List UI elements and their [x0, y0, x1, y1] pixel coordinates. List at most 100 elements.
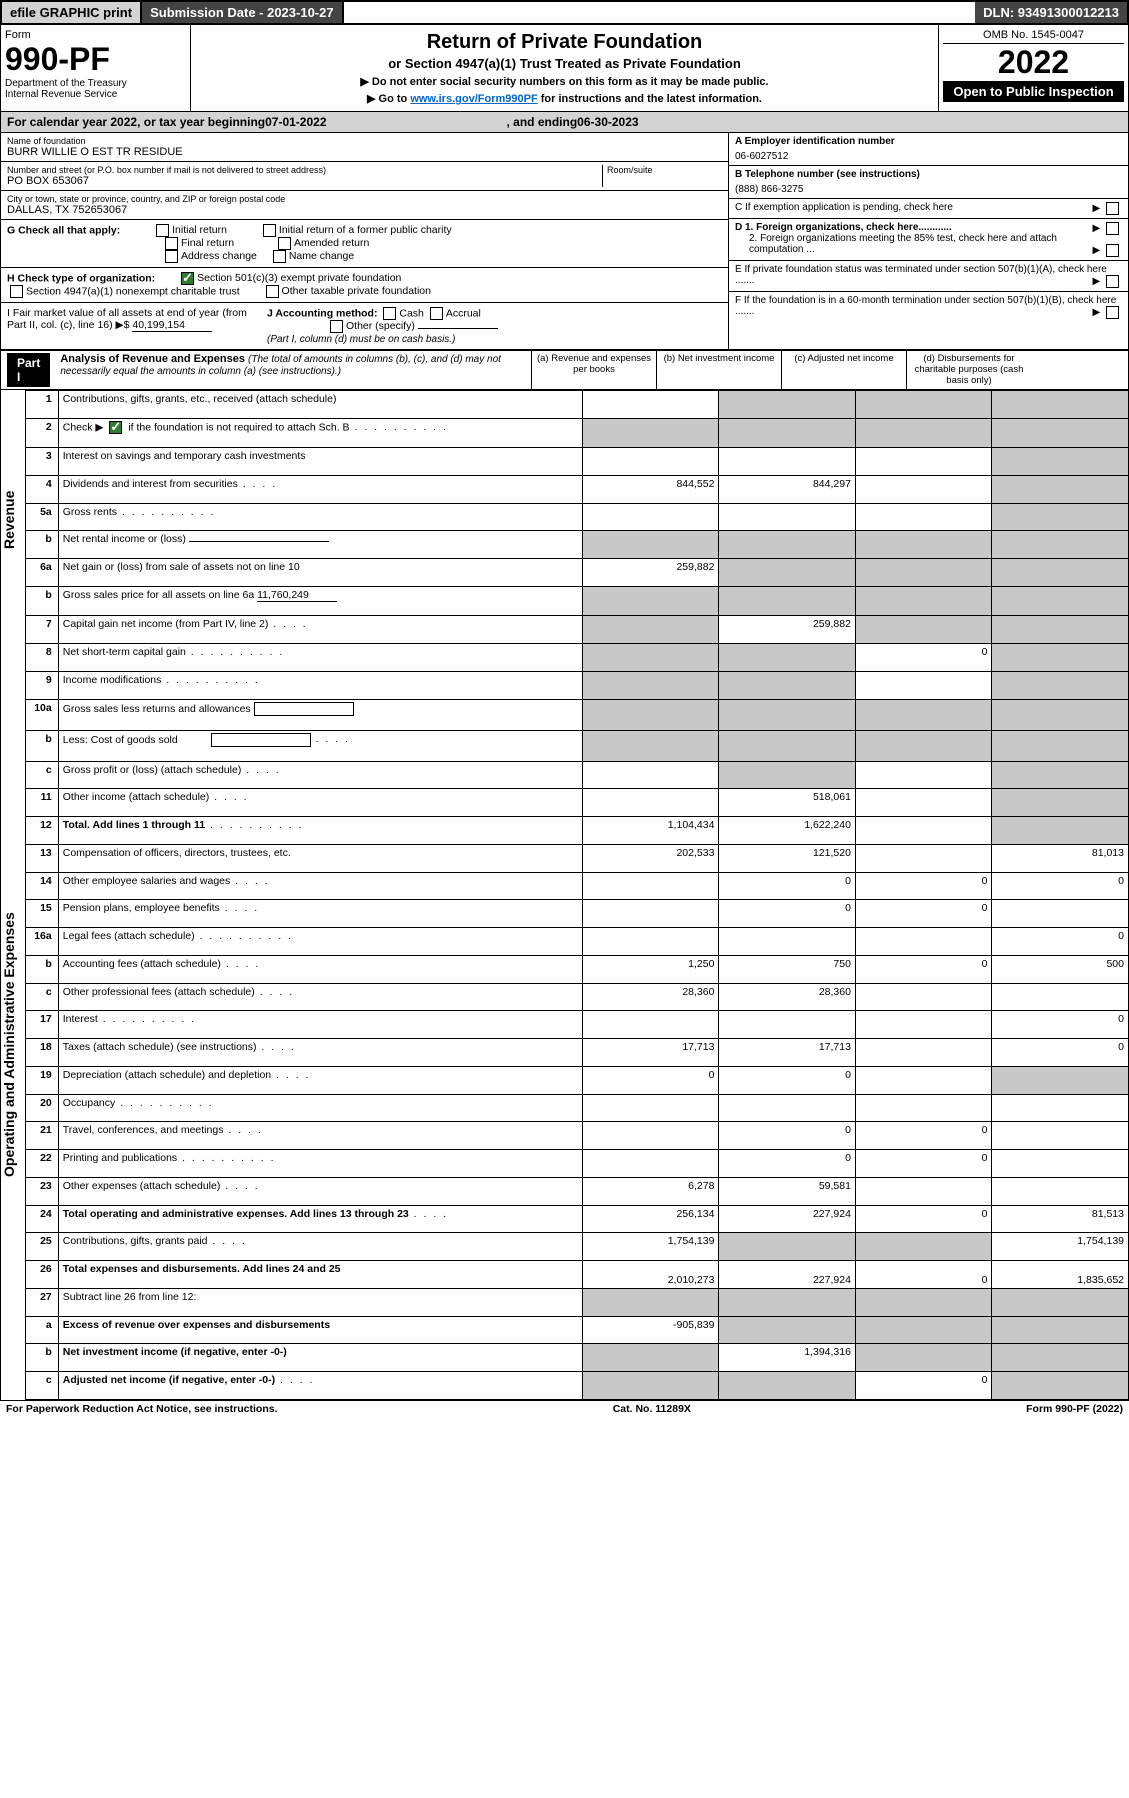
table-row: bNet rental income or (loss)	[26, 531, 1129, 559]
table-row: cAdjusted net income (if negative, enter…	[26, 1372, 1129, 1400]
foundation-name: BURR WILLIE O EST TR RESIDUE	[7, 146, 722, 158]
table-row: 9Income modifications	[26, 671, 1129, 699]
note-link: ▶ Go to www.irs.gov/Form990PF for instru…	[197, 92, 932, 105]
irs-link[interactable]: www.irs.gov/Form990PF	[410, 93, 537, 105]
gross-sales-6a: 11,760,249	[257, 589, 337, 602]
table-row: bNet investment income (if negative, ent…	[26, 1344, 1129, 1372]
amended-return-checkbox[interactable]	[278, 237, 291, 250]
table-row: bAccounting fees (attach schedule)1,2507…	[26, 955, 1129, 983]
page-footer: For Paperwork Reduction Act Notice, see …	[0, 1400, 1129, 1417]
dept-label: Department of the Treasury	[5, 78, 186, 89]
initial-return-checkbox[interactable]	[156, 224, 169, 237]
cash-checkbox[interactable]	[383, 307, 396, 320]
table-row: 24Total operating and administrative exp…	[26, 1205, 1129, 1233]
footer-left: For Paperwork Reduction Act Notice, see …	[6, 1403, 278, 1415]
form-label: Form	[5, 29, 186, 41]
ein: 06-6027512	[735, 147, 1122, 162]
form-subtitle: or Section 4947(a)(1) Trust Treated as P…	[197, 56, 932, 71]
foundation-name-label: Name of foundation	[7, 136, 722, 146]
col-c-header: (c) Adjusted net income	[781, 351, 906, 389]
tax-year-end: 06-30-2023	[577, 115, 638, 129]
table-row: 14Other employee salaries and wages000	[26, 872, 1129, 900]
phone: (888) 866-3275	[735, 180, 1122, 195]
efile-label[interactable]: efile GRAPHIC print	[2, 2, 142, 23]
ein-label: A Employer identification number	[735, 136, 1122, 147]
calendar-year-row: For calendar year 2022, or tax year begi…	[0, 111, 1129, 133]
section-i-j: I Fair market value of all assets at end…	[1, 303, 728, 349]
top-bar: efile GRAPHIC print Submission Date - 20…	[0, 0, 1129, 25]
d2-label: 2. Foreign organizations meeting the 85%…	[749, 233, 1057, 255]
submission-date: Submission Date - 2023-10-27	[142, 2, 344, 23]
table-row: 21Travel, conferences, and meetings00	[26, 1122, 1129, 1150]
table-row: 20Occupancy	[26, 1094, 1129, 1122]
e-checkbox[interactable]	[1106, 275, 1119, 288]
address: PO BOX 653067	[7, 175, 602, 187]
table-row: 22Printing and publications00	[26, 1150, 1129, 1178]
initial-former-checkbox[interactable]	[263, 224, 276, 237]
501c3-checkbox[interactable]	[181, 272, 194, 285]
table-row: 16aLegal fees (attach schedule)0	[26, 928, 1129, 956]
schb-checkbox[interactable]	[109, 421, 122, 434]
address-change-checkbox[interactable]	[165, 250, 178, 263]
other-taxable-checkbox[interactable]	[266, 285, 279, 298]
f-checkbox[interactable]	[1106, 306, 1119, 319]
table-row: 26Total expenses and disbursements. Add …	[26, 1261, 1129, 1289]
footer-right: Form 990-PF (2022)	[1026, 1403, 1123, 1415]
other-method-checkbox[interactable]	[330, 320, 343, 333]
part1-title: Analysis of Revenue and Expenses	[60, 353, 245, 365]
table-row: 1Contributions, gifts, grants, etc., rec…	[26, 391, 1129, 419]
city: DALLAS, TX 752653067	[7, 204, 722, 216]
table-row: 3Interest on savings and temporary cash …	[26, 448, 1129, 476]
table-row: aExcess of revenue over expenses and dis…	[26, 1316, 1129, 1344]
d2-checkbox[interactable]	[1106, 244, 1119, 257]
f-label: F If the foundation is in a 60-month ter…	[735, 295, 1116, 317]
table-row: cGross profit or (loss) (attach schedule…	[26, 761, 1129, 789]
table-row: 12Total. Add lines 1 through 111,104,434…	[26, 817, 1129, 845]
col-a-header: (a) Revenue and expenses per books	[531, 351, 656, 389]
4947-checkbox[interactable]	[10, 285, 23, 298]
footer-mid: Cat. No. 11289X	[613, 1403, 691, 1415]
part1-table: Revenue Operating and Administrative Exp…	[0, 390, 1129, 1400]
revenue-side-label: Revenue	[1, 390, 25, 810]
table-row: cOther professional fees (attach schedul…	[26, 983, 1129, 1011]
note-ssn: ▶ Do not enter social security numbers o…	[197, 75, 932, 88]
entity-info: Name of foundation BURR WILLIE O EST TR …	[0, 133, 1129, 350]
tax-year: 2022	[943, 44, 1124, 81]
table-row: 6aNet gain or (loss) from sale of assets…	[26, 559, 1129, 587]
table-row: 19Depreciation (attach schedule) and dep…	[26, 1066, 1129, 1094]
table-row: 13Compensation of officers, directors, t…	[26, 844, 1129, 872]
d1-label: D 1. Foreign organizations, check here..…	[735, 222, 952, 233]
city-label: City or town, state or province, country…	[7, 194, 722, 204]
tax-year-begin: 07-01-2022	[265, 115, 326, 129]
table-row: 5aGross rents	[26, 503, 1129, 531]
table-row: 27Subtract line 26 from line 12:	[26, 1288, 1129, 1316]
col-b-header: (b) Net investment income	[656, 351, 781, 389]
table-row: 23Other expenses (attach schedule)6,2785…	[26, 1177, 1129, 1205]
form-number: 990-PF	[5, 41, 186, 78]
d1-checkbox[interactable]	[1106, 222, 1119, 235]
accrual-checkbox[interactable]	[430, 307, 443, 320]
name-change-checkbox[interactable]	[273, 250, 286, 263]
irs-label: Internal Revenue Service	[5, 89, 186, 100]
table-row: 17Interest0	[26, 1011, 1129, 1039]
form-title: Return of Private Foundation	[197, 31, 932, 54]
table-row: 11Other income (attach schedule)518,061	[26, 789, 1129, 817]
table-row: 2Check ▶ if the foundation is not requir…	[26, 418, 1129, 447]
table-row: 4Dividends and interest from securities8…	[26, 475, 1129, 503]
e-label: E If private foundation status was termi…	[735, 264, 1107, 286]
room-label: Room/suite	[607, 165, 722, 175]
dln: DLN: 93491300012213	[975, 2, 1127, 23]
c-checkbox[interactable]	[1106, 202, 1119, 215]
c-exemption: C If exemption application is pending, c…	[735, 202, 953, 213]
final-return-checkbox[interactable]	[165, 237, 178, 250]
section-h: H Check type of organization: Section 50…	[1, 268, 728, 303]
table-row: bLess: Cost of goods sold	[26, 730, 1129, 761]
part1-badge: Part I	[7, 353, 50, 387]
address-label: Number and street (or P.O. box number if…	[7, 165, 602, 175]
table-row: 25Contributions, gifts, grants paid1,754…	[26, 1233, 1129, 1261]
fmv-assets: 40,199,154	[132, 319, 212, 332]
table-row: 7Capital gain net income (from Part IV, …	[26, 616, 1129, 644]
form-header: Form 990-PF Department of the Treasury I…	[0, 25, 1129, 111]
table-row: bGross sales price for all assets on lin…	[26, 586, 1129, 615]
col-d-header: (d) Disbursements for charitable purpose…	[906, 351, 1031, 389]
